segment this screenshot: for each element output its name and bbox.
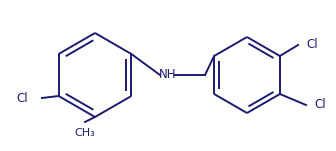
Text: NH: NH [159,69,177,82]
Text: Cl: Cl [314,98,326,111]
Text: Cl: Cl [306,39,318,51]
Text: Cl: Cl [16,92,28,104]
Text: CH₃: CH₃ [75,128,95,138]
